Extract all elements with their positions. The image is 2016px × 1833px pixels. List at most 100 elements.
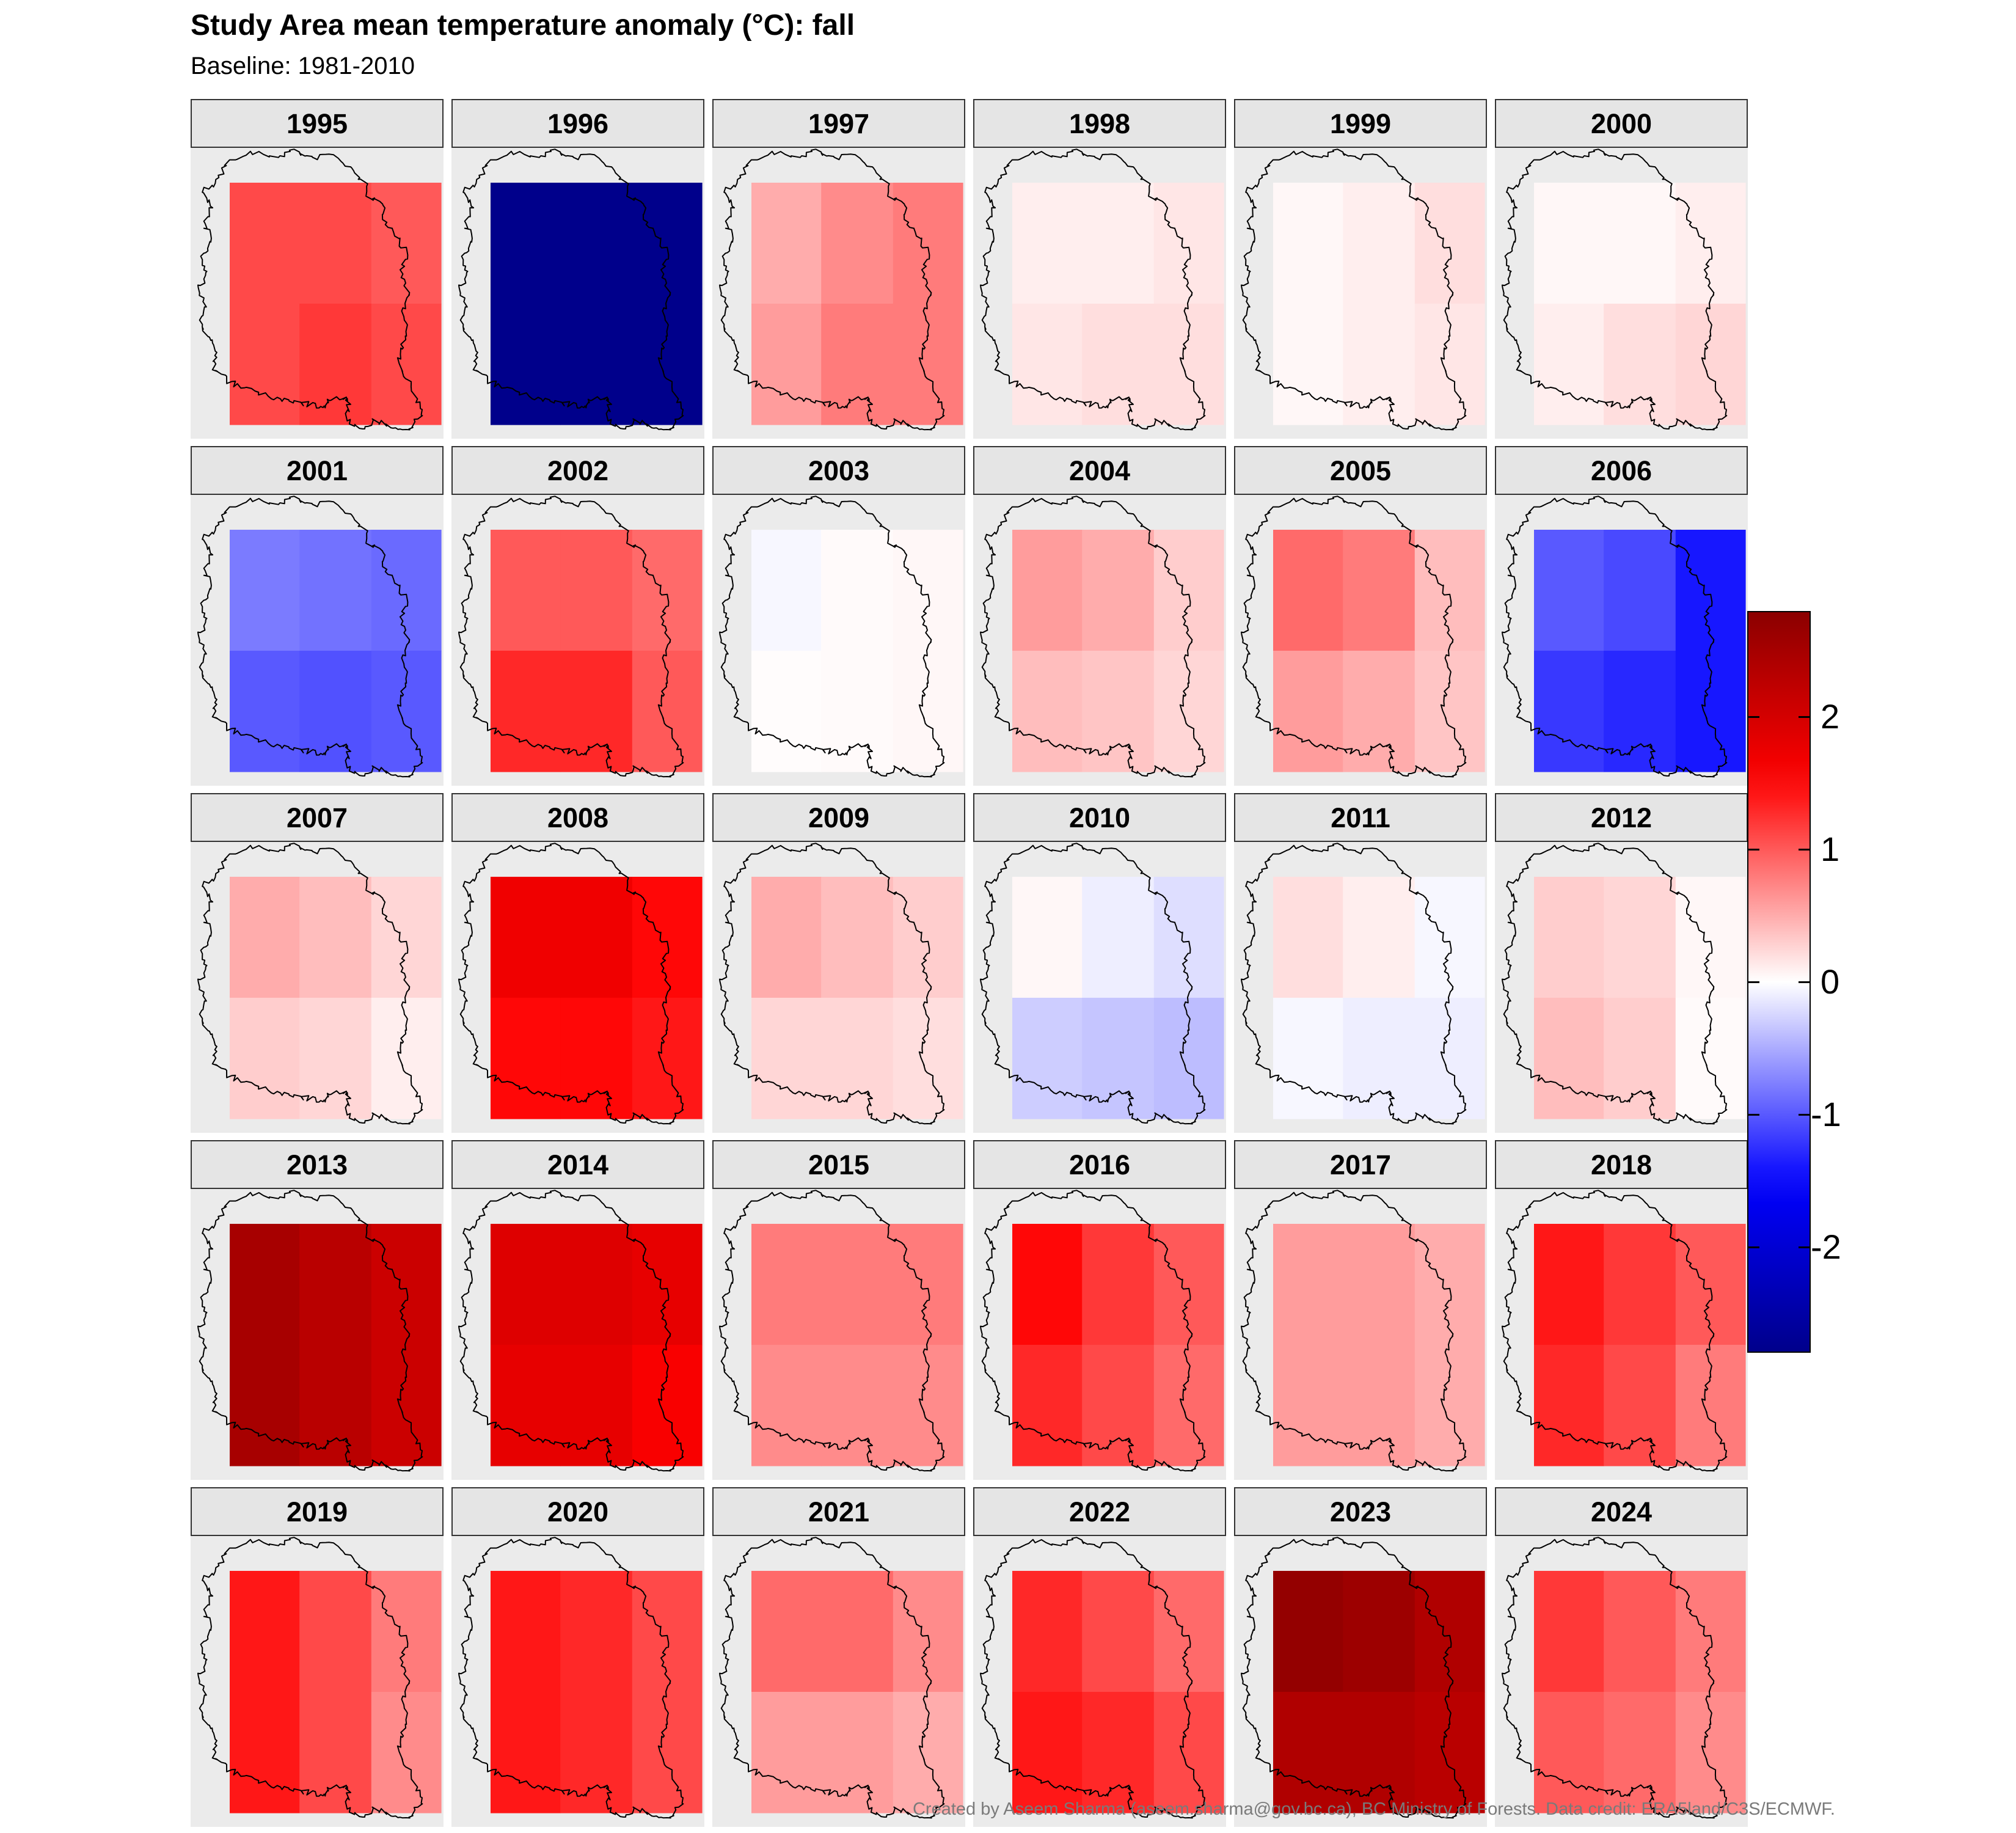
heatmap-cell [491,1224,561,1345]
heatmap-cell [751,1692,822,1813]
heatmap-cell [1534,1571,1604,1692]
map-panel [451,842,704,1133]
heatmap-cell [1273,877,1343,998]
facet-strip-label: 2019 [191,1487,444,1536]
study-area-boundary [719,1190,945,1472]
study-area-boundary [719,843,945,1125]
heatmap-cell [371,1345,442,1466]
study-area-boundary [197,1537,423,1819]
map-svg [719,1537,963,1819]
legend-tick-label: -1 [1811,1094,1841,1133]
study-area-boundary [1502,496,1728,778]
heatmap-cell [299,1692,372,1813]
heatmap-cell [632,1224,703,1345]
heatmap-cell [1012,998,1083,1119]
facet-strip-label: 2013 [191,1140,444,1189]
heatmap-cell [1534,1345,1604,1466]
heatmap-cell [1012,1571,1083,1692]
heatmap-cell [893,651,963,772]
heatmap-cell [230,183,300,304]
map-svg [1241,496,1485,778]
heatmap-cell [1343,877,1415,998]
map-svg [1241,148,1485,431]
facet-strip-label: 2009 [712,793,965,842]
heatmap-cell [1273,183,1343,304]
heatmap-cell [1082,651,1155,772]
heatmap-cell [299,1345,372,1466]
heatmap-cell [1082,1692,1155,1813]
heatmap-cell [632,998,703,1119]
map-svg [197,1537,442,1819]
study-area-boundary [458,843,684,1125]
map-panel [191,1189,444,1480]
facet-strip-label: 2016 [973,1140,1226,1189]
facet-strip-label: 2004 [973,446,1226,495]
legend-tick-mark [1799,1246,1811,1248]
map-panel [973,842,1226,1133]
map-panel [451,1536,704,1827]
heatmap-cell [893,183,963,304]
study-area-boundary [197,496,423,778]
heatmap-cell [230,304,300,425]
heatmap-cell [1082,530,1155,651]
heatmap-cell [1534,304,1604,425]
heatmap-cell [1012,1692,1083,1813]
map-panel [1234,1536,1487,1827]
heatmap-cell [751,1345,822,1466]
study-area-boundary [1241,496,1467,778]
study-area-boundary [1241,1537,1467,1819]
map-svg [719,1190,963,1472]
heatmap-cell [893,877,963,998]
facet-strip-label: 2024 [1495,1487,1748,1536]
heatmap-cell [299,1571,372,1692]
heatmap-cell [1153,1224,1224,1345]
heatmap-cell [1153,304,1224,425]
heatmap-cell [491,877,561,998]
map-svg [719,496,963,778]
heatmap-cell [821,1692,894,1813]
legend-tick-mark [1799,716,1811,719]
heatmap-cell [632,651,703,772]
heatmap-cell [1675,530,1746,651]
facet-strip-label: 2005 [1234,446,1487,495]
map-panel [451,1189,704,1480]
heatmap-cell [1414,530,1485,651]
heatmap-cell [371,1571,442,1692]
heatmap-cell [1343,1692,1415,1813]
facet-strip-label: 1999 [1234,99,1487,148]
heatmap-cell [1273,998,1343,1119]
heatmap-cell [491,1692,561,1813]
heatmap-cell [491,1571,561,1692]
heatmap-cell [230,1345,300,1466]
heatmap-cell [1082,877,1155,998]
heatmap-cell [299,530,372,651]
heatmap-cell [299,998,372,1119]
facet-strip-label: 2022 [973,1487,1226,1536]
heatmap-cell [491,304,561,425]
map-svg [980,1190,1224,1472]
map-svg [197,843,442,1125]
map-svg [197,1190,442,1472]
heatmap-cell [1012,1224,1083,1345]
facet-strip-label: 1998 [973,99,1226,148]
heatmap-cell [1153,183,1224,304]
study-area-boundary [458,1537,684,1819]
heatmap-cell [1343,1224,1415,1345]
heatmap-cell [230,877,300,998]
heatmap-cell [1082,183,1155,304]
heatmap-cell [1604,1224,1676,1345]
legend-tick-mark [1747,1246,1759,1248]
heatmap-cell [751,998,822,1119]
study-area-boundary [980,496,1206,778]
map-svg [1241,843,1485,1125]
heatmap-cell [1273,1345,1343,1466]
map-panel [191,842,444,1133]
study-area-boundary [197,148,423,431]
heatmap-cell [1604,1692,1676,1813]
heatmap-cell [230,1571,300,1692]
legend-tick-mark [1747,849,1759,851]
map-panel [191,1536,444,1827]
map-panel [1495,1189,1748,1480]
heatmap-cell [1414,1692,1485,1813]
heatmap-cell [560,304,633,425]
